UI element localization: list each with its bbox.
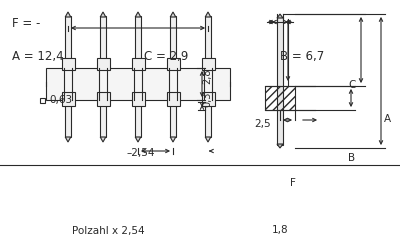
Bar bbox=[205, 16, 211, 68]
Bar bbox=[65, 16, 71, 68]
Bar bbox=[96, 92, 110, 106]
Polygon shape bbox=[277, 14, 283, 18]
Text: 1,8: 1,8 bbox=[272, 225, 289, 235]
Polygon shape bbox=[170, 12, 176, 17]
Polygon shape bbox=[135, 12, 141, 17]
Bar bbox=[132, 58, 144, 70]
Bar bbox=[65, 100, 71, 137]
Bar bbox=[62, 92, 74, 106]
Text: 2,5: 2,5 bbox=[254, 119, 271, 129]
Text: 2,8: 2,8 bbox=[202, 68, 212, 84]
Text: C = 2,9: C = 2,9 bbox=[144, 50, 188, 63]
Text: A = 12,4: A = 12,4 bbox=[12, 50, 64, 63]
Bar bbox=[170, 100, 176, 137]
Bar bbox=[166, 58, 180, 70]
Polygon shape bbox=[65, 137, 71, 142]
Text: F = -: F = - bbox=[12, 17, 40, 30]
Text: 0,63: 0,63 bbox=[49, 95, 72, 105]
Bar bbox=[100, 100, 106, 137]
Polygon shape bbox=[135, 137, 141, 142]
Polygon shape bbox=[205, 137, 211, 142]
Text: A: A bbox=[384, 114, 391, 124]
Bar bbox=[135, 16, 141, 68]
Polygon shape bbox=[65, 12, 71, 17]
Text: B: B bbox=[348, 153, 355, 163]
Bar bbox=[170, 16, 176, 68]
Bar bbox=[100, 16, 106, 68]
Bar bbox=[46, 68, 230, 100]
Bar bbox=[62, 58, 74, 70]
Polygon shape bbox=[277, 144, 283, 148]
Bar bbox=[96, 58, 110, 70]
Bar bbox=[205, 100, 211, 137]
Bar bbox=[132, 92, 144, 106]
Text: –2,54: –2,54 bbox=[126, 148, 155, 158]
Bar bbox=[202, 58, 214, 70]
Bar bbox=[166, 92, 180, 106]
Polygon shape bbox=[100, 12, 106, 17]
Text: C: C bbox=[348, 80, 355, 90]
Bar bbox=[265, 86, 295, 110]
Polygon shape bbox=[100, 137, 106, 142]
Bar bbox=[277, 17, 283, 145]
Text: F: F bbox=[290, 178, 296, 188]
Text: 0,3: 0,3 bbox=[202, 92, 212, 107]
Text: B = 6,7: B = 6,7 bbox=[280, 50, 324, 63]
Bar bbox=[202, 92, 214, 106]
Polygon shape bbox=[170, 137, 176, 142]
Polygon shape bbox=[205, 12, 211, 17]
Bar bbox=[40, 98, 45, 103]
Bar bbox=[135, 100, 141, 137]
Text: Polzahl x 2,54: Polzahl x 2,54 bbox=[72, 226, 144, 236]
